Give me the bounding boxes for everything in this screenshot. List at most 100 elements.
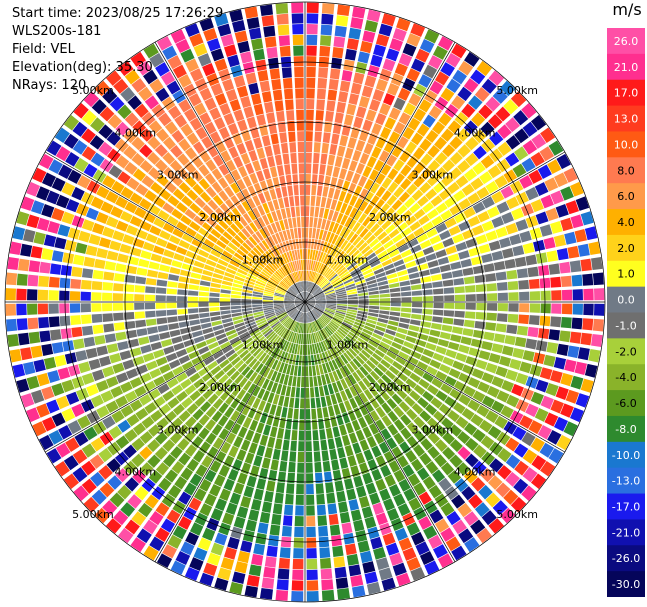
range-gate <box>106 458 121 473</box>
colorbar-tick-label: 8.0 <box>617 164 635 177</box>
range-gate <box>171 384 184 396</box>
range-gate <box>400 307 412 313</box>
range-gate <box>386 83 400 96</box>
range-gate <box>514 256 527 268</box>
range-gate <box>201 455 213 468</box>
range-gate <box>422 348 435 358</box>
range-gate <box>353 407 363 419</box>
range-gate <box>449 388 462 400</box>
range-gate <box>529 227 543 240</box>
range-gate <box>306 569 318 580</box>
range-gate <box>198 366 210 377</box>
range-gate <box>75 350 88 362</box>
range-gate <box>232 132 243 145</box>
range-gate <box>224 419 235 431</box>
range-gate <box>290 321 297 331</box>
range-gate <box>264 237 273 248</box>
range-gate <box>296 217 301 228</box>
range-ring-labels: 1.00km1.00km1.00km1.00km2.00km2.00km2.00… <box>72 84 538 521</box>
range-gate <box>240 152 251 165</box>
range-gate <box>315 120 323 132</box>
range-gate <box>393 406 405 418</box>
range-gate <box>204 469 217 483</box>
range-gate <box>242 530 255 543</box>
range-gate <box>444 295 455 302</box>
range-gate <box>543 354 556 367</box>
range-gate <box>280 315 289 323</box>
range-gate <box>437 36 454 51</box>
range-gate <box>411 308 423 314</box>
range-gate <box>386 244 397 254</box>
range-gate <box>289 287 298 295</box>
range-gate <box>335 577 349 589</box>
range-gate <box>231 385 242 397</box>
range-gate <box>167 105 182 120</box>
range-gate <box>124 69 140 85</box>
range-gate <box>209 107 222 121</box>
range-gate <box>153 375 166 387</box>
range-gate <box>368 169 379 181</box>
range-gate <box>92 324 104 335</box>
range-gate <box>22 228 36 243</box>
range-gate <box>400 427 412 440</box>
range-gate <box>326 298 337 301</box>
range-gate <box>347 306 358 310</box>
range-gate <box>198 302 209 307</box>
range-gate <box>383 93 396 106</box>
range-gate <box>416 233 429 243</box>
range-gate <box>159 363 171 374</box>
range-gate <box>211 423 223 436</box>
range-gate <box>262 297 274 301</box>
range-gate <box>347 304 358 308</box>
range-gate <box>391 145 403 158</box>
range-gate <box>332 222 340 234</box>
range-gate <box>355 340 365 349</box>
range-gate <box>158 403 172 416</box>
range-gate <box>72 467 88 483</box>
range-gate <box>515 219 529 232</box>
range-gate <box>323 121 333 133</box>
range-gate <box>266 480 276 492</box>
range-gate <box>491 190 505 204</box>
range-gate <box>391 199 403 211</box>
range-gate <box>289 364 295 376</box>
range-gate <box>267 248 276 259</box>
range-gate <box>396 572 411 587</box>
range-gate <box>26 214 40 229</box>
range-gate <box>305 302 313 309</box>
range-gate <box>432 544 448 559</box>
range-gate <box>245 162 255 175</box>
range-gate <box>284 329 291 340</box>
range-gate <box>313 332 318 343</box>
range-gate <box>124 429 138 443</box>
range-gate <box>413 506 427 521</box>
range-gate <box>362 268 373 276</box>
range-gate <box>325 292 336 297</box>
range-gate <box>144 402 157 415</box>
range-gate <box>349 385 358 397</box>
range-gate <box>108 425 123 440</box>
range-gate <box>385 542 400 556</box>
range-gate <box>547 429 562 445</box>
range-gate <box>392 27 407 42</box>
range-gate <box>221 318 233 324</box>
range-gate <box>290 206 296 218</box>
range-gate <box>367 132 378 145</box>
range-gate <box>294 333 299 344</box>
range-gate <box>96 211 109 224</box>
range-gate <box>359 392 369 404</box>
range-gate <box>341 522 353 534</box>
range-gate <box>315 296 326 300</box>
range-gate <box>348 498 360 511</box>
range-gate <box>296 376 301 387</box>
range-gate <box>253 374 262 385</box>
range-gate <box>240 261 251 270</box>
range-gate <box>305 302 315 306</box>
range-gate <box>229 581 244 595</box>
range-gate <box>162 45 178 60</box>
range-gate <box>209 302 220 307</box>
range-gate <box>230 410 241 422</box>
range-gate <box>310 260 314 271</box>
range-gate <box>303 323 305 334</box>
range-gate <box>255 317 266 324</box>
